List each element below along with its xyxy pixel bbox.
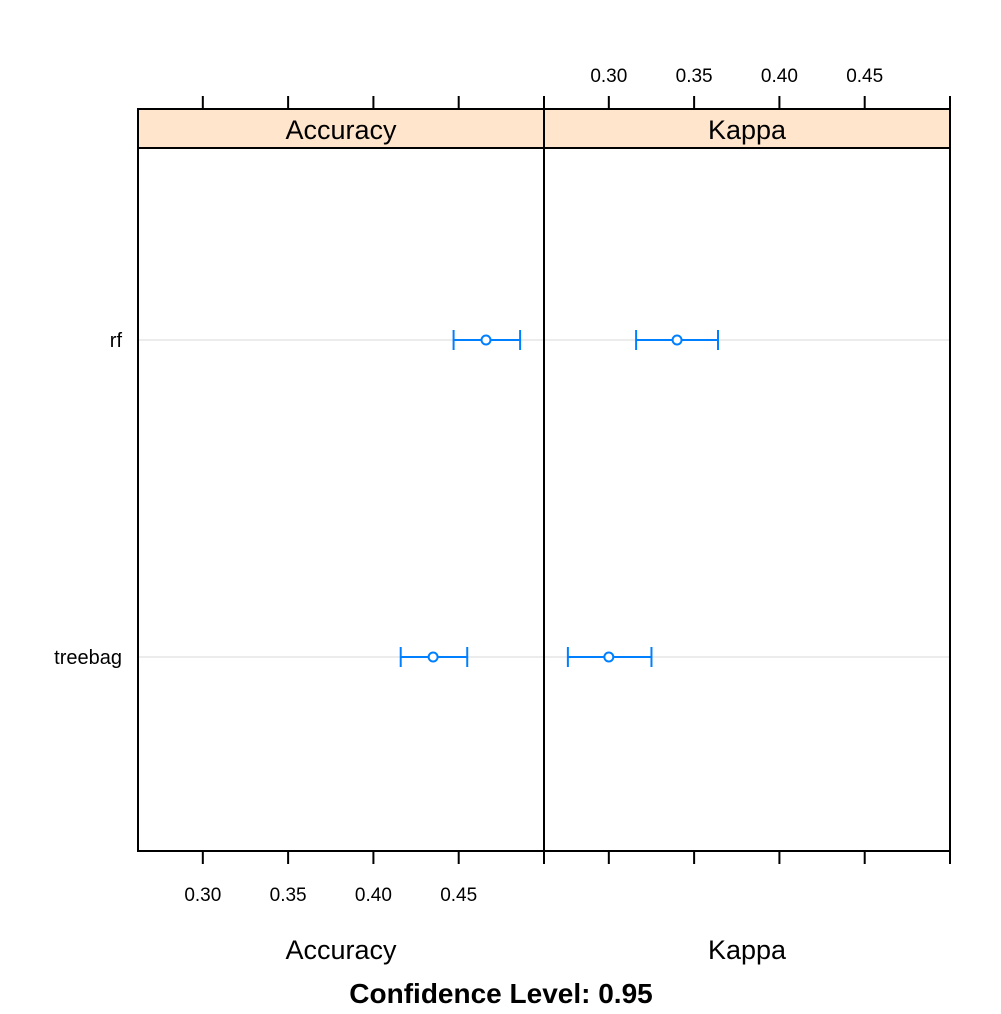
tick-label-kappa-0.40: 0.40 (761, 66, 798, 87)
axis-ticks (201, 96, 951, 864)
chart-caption: Confidence Level: 0.95 (349, 978, 652, 1009)
panel-frames (137, 147, 951, 852)
x-axis-label-kappa: Kappa (708, 935, 787, 965)
tick-label-accuracy-0.40: 0.40 (355, 885, 392, 906)
point-kappa-treebag (603, 651, 615, 663)
point-accuracy-treebag (427, 651, 439, 663)
tick-label-accuracy-0.30: 0.30 (184, 885, 221, 906)
tick-label-kappa-0.35: 0.35 (676, 66, 713, 87)
panel-frame-kappa (543, 147, 951, 852)
tick-label-kappa-0.30: 0.30 (590, 66, 627, 87)
strip-label-kappa: Kappa (708, 115, 787, 145)
tick-label-accuracy-0.45: 0.45 (440, 885, 477, 906)
tick-label-kappa-0.45: 0.45 (846, 66, 883, 87)
strip-label-accuracy: Accuracy (285, 115, 397, 145)
strip-kappa (543, 108, 951, 149)
category-label-treebag: treebag (54, 647, 122, 669)
point-kappa-rf (671, 334, 683, 346)
panel-frame-accuracy (137, 147, 545, 852)
data-marks (399, 330, 719, 667)
category-label-rf: rf (110, 330, 123, 352)
point-accuracy-rf (480, 334, 492, 346)
x-axis-label-accuracy: Accuracy (285, 935, 397, 965)
tick-label-accuracy-0.35: 0.35 (270, 885, 307, 906)
chart-text: rf treebag Accuracy Accuracy 0.30 0.35 0.40 0.4… (54, 66, 883, 965)
panel-strips (137, 108, 951, 149)
